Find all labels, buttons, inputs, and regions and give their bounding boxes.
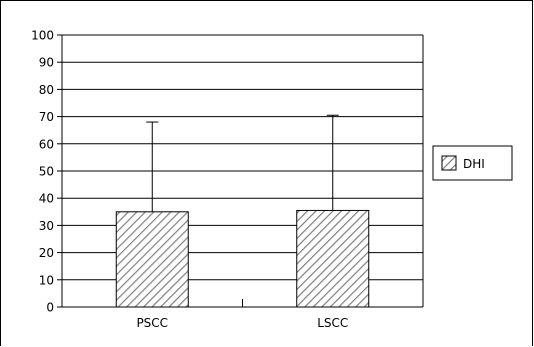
bar-lscc <box>296 209 370 308</box>
legend: DHI <box>432 145 513 181</box>
y-tick-label: 80 <box>39 83 54 97</box>
axes <box>61 34 424 308</box>
y-tick-label: 30 <box>39 219 54 233</box>
bars <box>115 209 370 308</box>
y-axis-ticks: 0 10 20 30 40 50 60 70 80 90 100 <box>31 29 62 315</box>
legend-swatch <box>441 155 457 171</box>
y-tick-label: 40 <box>39 192 54 206</box>
y-tick-label: 60 <box>39 137 54 151</box>
y-tick-label: 70 <box>39 110 54 124</box>
y-tick-label: 90 <box>39 56 54 70</box>
legend-label: DHI <box>463 157 485 171</box>
error-bars <box>146 114 339 212</box>
x-axis-labels: PSCC LSCC <box>136 316 348 330</box>
y-tick-label: 50 <box>39 165 54 179</box>
x-tick-label: PSCC <box>136 316 168 330</box>
bar-pscc <box>115 211 189 308</box>
y-tick-label: 0 <box>46 301 54 315</box>
y-tick-label: 20 <box>39 246 54 260</box>
x-tick-label: LSCC <box>317 316 348 330</box>
y-tick-label: 10 <box>39 273 54 287</box>
y-tick-label: 100 <box>31 29 54 43</box>
